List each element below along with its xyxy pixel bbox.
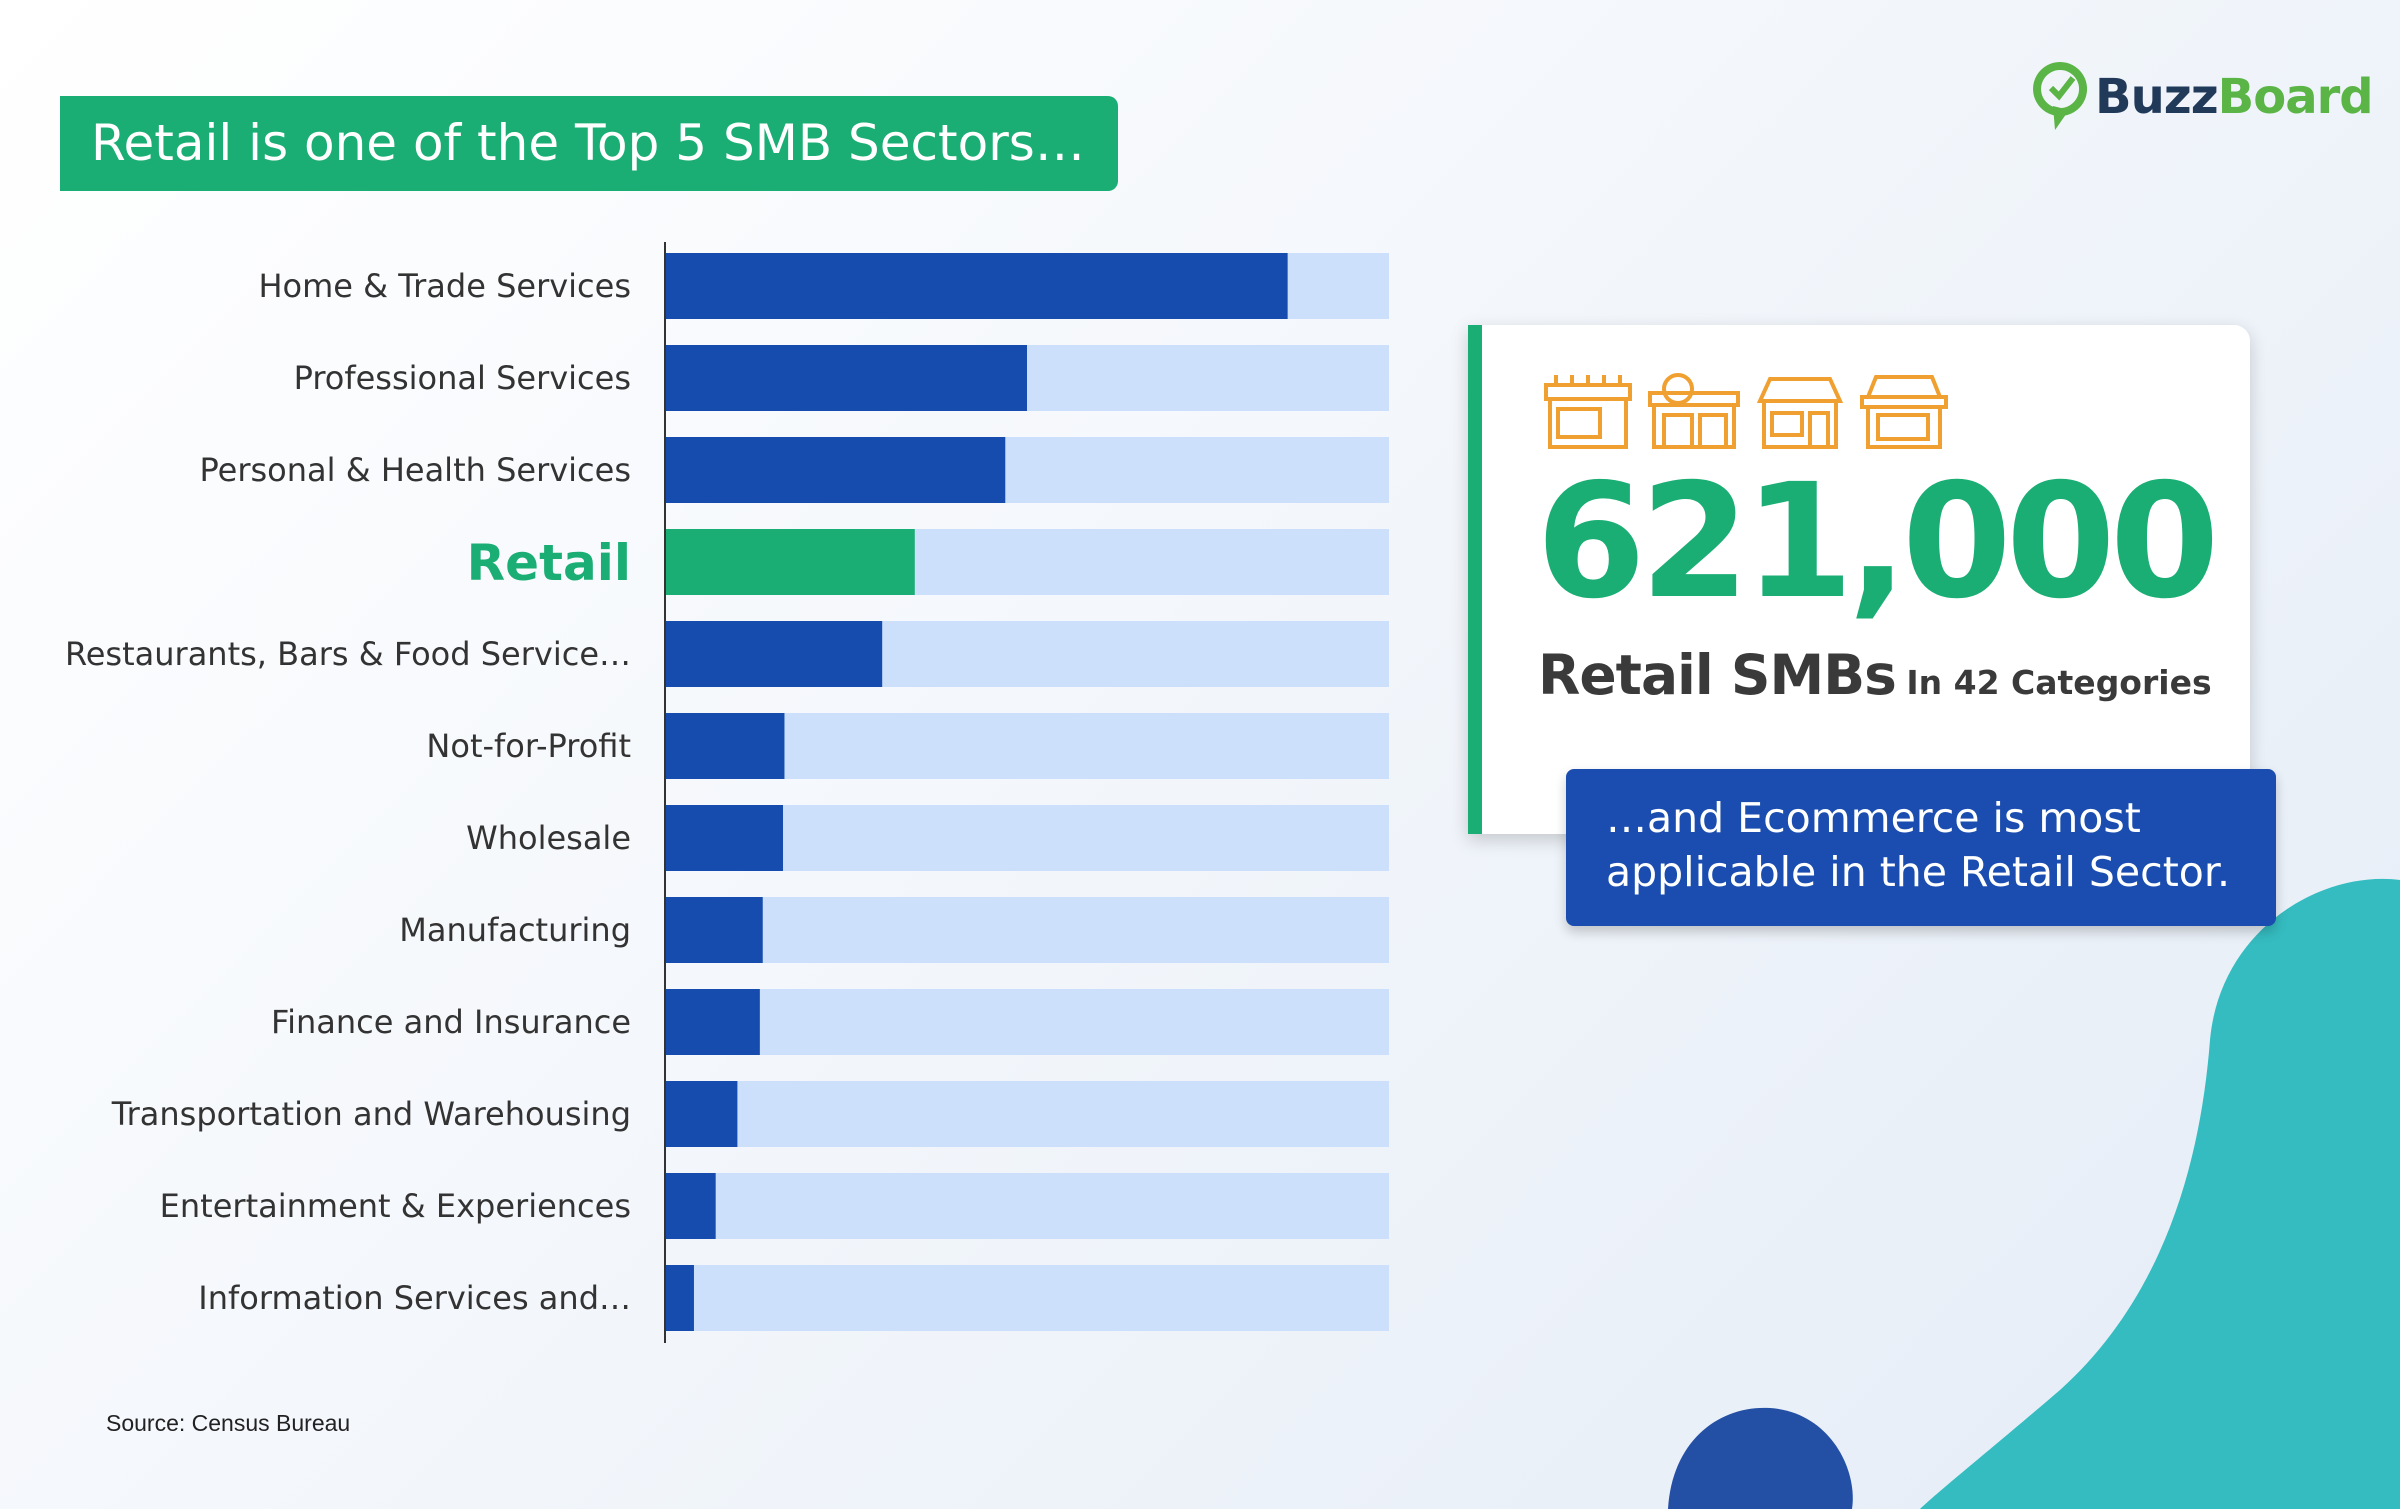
categories-label: In 42 Categories	[1906, 663, 2212, 702]
callout-line-2: applicable in the Retail Sector.	[1606, 848, 2230, 896]
retail-smbs-label: Retail SMBs	[1538, 643, 1897, 707]
bar-track	[665, 1081, 1389, 1147]
category-label: Not-for-Profit	[426, 727, 631, 765]
retail-smb-count: 621,000	[1536, 450, 2220, 634]
bar-not-for-profit	[665, 713, 785, 779]
ecommerce-callout: …and Ecommerce is most applicable in the…	[1566, 769, 2276, 926]
category-label: Restaurants, Bars & Food Service…	[65, 635, 631, 673]
bar-home-trade-services	[665, 253, 1288, 319]
bar-retail	[665, 529, 915, 595]
bar-track	[665, 897, 1389, 963]
speech-bubble-icon	[2033, 62, 2087, 130]
bar-information-services-and	[665, 1265, 694, 1331]
sector-bar-chart: Home & Trade Services Professional Servic…	[65, 242, 1389, 1343]
bar-manufacturing	[665, 897, 763, 963]
category-label: Finance and Insurance	[271, 1003, 631, 1041]
blue-blob-shape	[1668, 1407, 1853, 1509]
page-title: Retail is one of the Top 5 SMB Sectors…	[60, 96, 1118, 191]
category-label: Retail	[467, 534, 631, 592]
category-label: Home & Trade Services	[258, 267, 631, 305]
storefront-icon-4	[1860, 375, 1948, 449]
category-label: Entertainment & Experiences	[160, 1187, 631, 1225]
bar-track	[665, 713, 1389, 779]
bar-transportation-and-warehousing	[665, 1081, 738, 1147]
bar-finance-and-insurance	[665, 989, 760, 1055]
category-label: Transportation and Warehousing	[111, 1095, 631, 1133]
teal-wave-shape	[1920, 878, 2400, 1509]
bar-track	[665, 1265, 1389, 1331]
storefront-icon-2	[1648, 373, 1740, 449]
source-note: Source: Census Bureau	[106, 1410, 351, 1436]
bar-personal-health-services	[665, 437, 1006, 503]
bar-entertainment-experiences	[665, 1173, 716, 1239]
bar-track	[665, 1173, 1389, 1239]
category-label: Wholesale	[466, 819, 631, 857]
buzzboard-logo: BuzzBoard	[2033, 54, 2374, 140]
bar-track	[665, 805, 1389, 871]
store-icons-row	[1542, 371, 1950, 451]
category-label: Professional Services	[294, 359, 631, 397]
retail-smb-label-line: Retail SMBs In 42 Categories	[1538, 643, 2212, 707]
callout-line-1: …and Ecommerce is most	[1606, 794, 2141, 842]
bar-track	[665, 989, 1389, 1055]
storefront-icon-3	[1756, 377, 1844, 449]
bar-restaurants-bars-food-service	[665, 621, 883, 687]
category-label: Information Services and…	[198, 1279, 631, 1317]
retail-stat-card: 621,000 Retail SMBs In 42 Categories	[1468, 325, 2250, 834]
category-label: Manufacturing	[399, 911, 631, 949]
storefront-icon-1	[1544, 375, 1632, 449]
bar-professional-services	[665, 345, 1027, 411]
bar-wholesale	[665, 805, 784, 871]
card-accent-bar	[1468, 325, 1482, 834]
category-label: Personal & Health Services	[199, 451, 631, 489]
